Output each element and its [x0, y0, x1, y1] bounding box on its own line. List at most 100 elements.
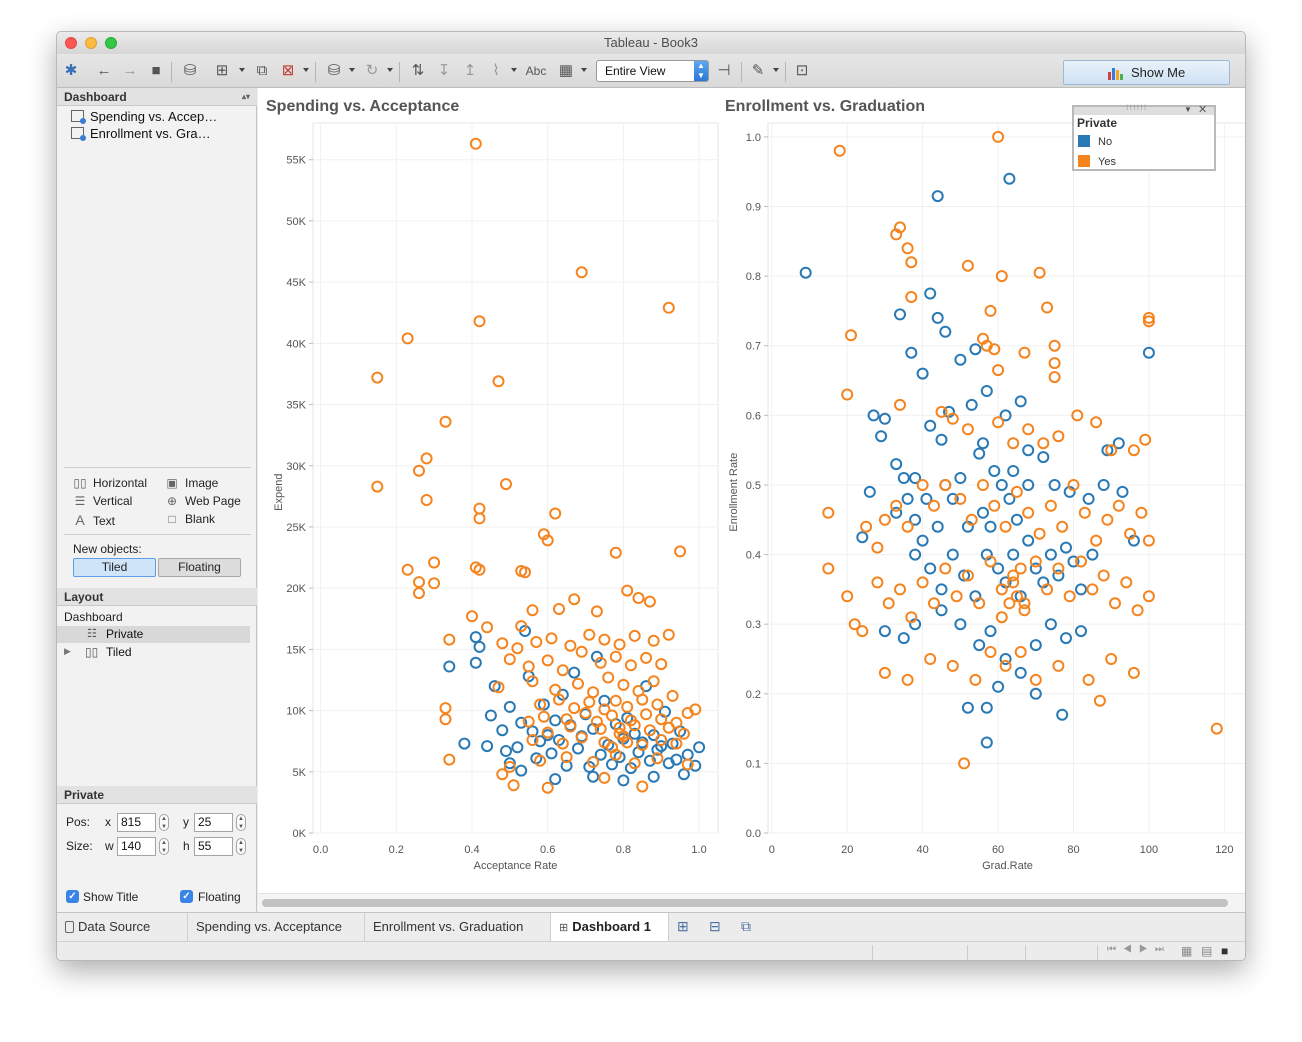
data-point-yes — [371, 480, 384, 493]
object-image[interactable]: ▣ Image — [165, 476, 218, 490]
data-point-no — [878, 412, 891, 425]
tiled-button[interactable]: Tiled — [73, 558, 156, 577]
pos-y-input[interactable]: 25 — [194, 813, 233, 832]
swap-icon[interactable]: ⇅ — [411, 62, 425, 79]
legend-swatch — [1078, 135, 1090, 147]
sort-descending-icon[interactable]: ↥ — [463, 62, 477, 79]
size-h-input[interactable]: 55 — [194, 837, 233, 856]
object-web-page[interactable]: ⊕ Web Page — [165, 494, 241, 508]
data-point-yes — [1041, 301, 1054, 314]
floating-button[interactable]: Floating — [158, 558, 241, 577]
minimize-window-button[interactable] — [85, 37, 97, 49]
data-point-no — [1048, 479, 1061, 491]
data-point-no — [1029, 639, 1042, 652]
data-point-yes — [1090, 416, 1103, 429]
data-point-yes — [1135, 506, 1148, 519]
data-point-no — [984, 625, 997, 638]
scatter-charts[interactable]: 0K 5K 10K 15K 20K 25K 30K 35K 40K 45K 50K 55K 0.0 0.2… — [258, 88, 1246, 893]
new-dashboard-tab-icon[interactable]: ⊟ — [709, 918, 721, 934]
legend-menu-icon[interactable]: ▼ — [1184, 105, 1192, 114]
scroll-thumb[interactable] — [262, 899, 1228, 907]
refresh-icon[interactable]: ↻ — [365, 62, 379, 79]
data-point-yes — [507, 779, 520, 792]
object-blank[interactable]: □ Blank — [165, 512, 215, 526]
data-point-yes — [1105, 653, 1118, 665]
highlight-icon[interactable]: ✎ — [751, 62, 765, 79]
object-horizontal[interactable]: ▯▯ Horizontal — [73, 476, 147, 490]
sort-ascending-icon[interactable]: ↧ — [437, 62, 451, 79]
sheet-item-spending[interactable]: Spending vs. Accep… — [71, 109, 217, 125]
data-point-yes — [662, 628, 675, 641]
fix-axes-icon[interactable]: ⊣ — [717, 62, 731, 79]
data-point-yes — [1082, 673, 1095, 686]
expand-arrow-icon[interactable]: ▶ — [64, 646, 71, 656]
list-view-icon[interactable]: ▤ — [1201, 944, 1213, 958]
legend-item-yes[interactable]: Yes — [1078, 155, 1116, 168]
data-point-yes — [473, 512, 486, 525]
sheet-item-enrollment[interactable]: Enrollment vs. Gra… — [71, 126, 211, 142]
data-point-yes — [1093, 694, 1106, 707]
pause-updates-icon[interactable]: ⛁ — [327, 62, 341, 79]
tab-data-source[interactable]: Data Source — [57, 913, 188, 942]
object-vertical[interactable]: ☰ Vertical — [73, 494, 133, 508]
pos-x-stepper[interactable]: ▲ ▼ — [159, 814, 169, 831]
data-point-yes — [1044, 499, 1057, 512]
show-me-button[interactable]: Show Me — [1063, 60, 1230, 85]
grid-view-icon[interactable]: ▦ — [1181, 944, 1193, 958]
close-icon[interactable]: ✕ — [1198, 104, 1208, 116]
worksheet-icon — [71, 127, 86, 141]
tab-spending[interactable]: Spending vs. Acceptance — [188, 913, 365, 942]
fit-icon[interactable]: ▦ — [558, 62, 574, 79]
pos-x-input[interactable]: 815 — [117, 813, 156, 832]
floating-checkbox[interactable]: ✓ — [180, 890, 193, 903]
tab-enrollment[interactable]: Enrollment vs. Graduation — [365, 913, 551, 942]
data-point-yes — [961, 569, 974, 582]
y-tick-label: 0K — [293, 828, 307, 840]
layout-item-private[interactable]: ☷ Private — [57, 626, 250, 643]
presentation-icon[interactable]: ⊡ — [795, 62, 809, 79]
window-title: Tableau - Book3 — [604, 35, 698, 50]
zoom-window-button[interactable] — [105, 37, 117, 49]
data-point-yes — [556, 664, 569, 677]
pane-menu-icon[interactable]: ▴▾ — [241, 92, 250, 101]
duplicate-icon[interactable]: ⧉ — [256, 62, 268, 79]
legend-drag-handle[interactable]: ⁝⁝⁝⁝⁝⁝ ▼ ✕ — [1074, 103, 1214, 116]
group-icon[interactable]: ⌇ — [492, 62, 500, 79]
layout-item-tiled[interactable]: ▶ ▯▯ Tiled — [57, 644, 250, 661]
data-point-yes — [973, 597, 986, 610]
data-point-yes — [1018, 597, 1031, 610]
size-h-stepper[interactable]: ▲ ▼ — [236, 838, 246, 855]
data-point-no — [647, 770, 660, 783]
data-point-no — [980, 701, 993, 714]
view-select[interactable]: Entire View ▲ ▼ — [596, 60, 709, 82]
single-view-icon[interactable]: ■ — [1221, 944, 1229, 958]
close-window-button[interactable] — [65, 37, 77, 49]
object-text[interactable]: A Text — [73, 512, 115, 528]
private-legend[interactable]: ⁝⁝⁝⁝⁝⁝ ▼ ✕ Private No Yes — [1072, 103, 1216, 171]
data-point-yes — [871, 576, 884, 589]
new-datasource-icon[interactable]: ⛁ — [183, 62, 197, 79]
back-icon[interactable]: ← — [96, 62, 112, 79]
forward-icon[interactable]: → — [122, 62, 138, 79]
save-icon[interactable]: ■ — [151, 62, 161, 79]
size-w-input[interactable]: 140 — [117, 837, 156, 856]
tab-dashboard-1[interactable]: ⊞ Dashboard 1 — [551, 913, 669, 942]
clear-icon[interactable]: ⊠ — [281, 62, 295, 79]
new-worksheet-tab-icon[interactable]: ⊞ — [677, 918, 689, 934]
select-arrows-icon: ▲ ▼ — [694, 61, 708, 81]
new-worksheet-icon[interactable]: ⊞ — [215, 62, 229, 79]
pos-y-stepper[interactable]: ▲ ▼ — [236, 814, 246, 831]
label-icon[interactable]: Abc — [525, 64, 547, 78]
show-title-checkbox[interactable]: ✓ — [66, 890, 79, 903]
data-point-yes — [1120, 576, 1133, 589]
horizontal-scrollbar[interactable] — [258, 893, 1245, 912]
page-nav-icon[interactable]: ⏮◀▶⏭ — [1107, 944, 1171, 955]
size-w-stepper[interactable]: ▲ ▼ — [159, 838, 169, 855]
tableau-logo-icon[interactable]: ✱ — [64, 62, 78, 79]
data-point-yes — [1124, 527, 1137, 540]
data-point-yes — [901, 673, 914, 686]
new-story-tab-icon[interactable]: ⧉ — [741, 918, 751, 934]
legend-item-no[interactable]: No — [1078, 135, 1112, 148]
layout-root[interactable]: Dashboard — [64, 610, 123, 624]
data-point-no — [534, 735, 547, 748]
